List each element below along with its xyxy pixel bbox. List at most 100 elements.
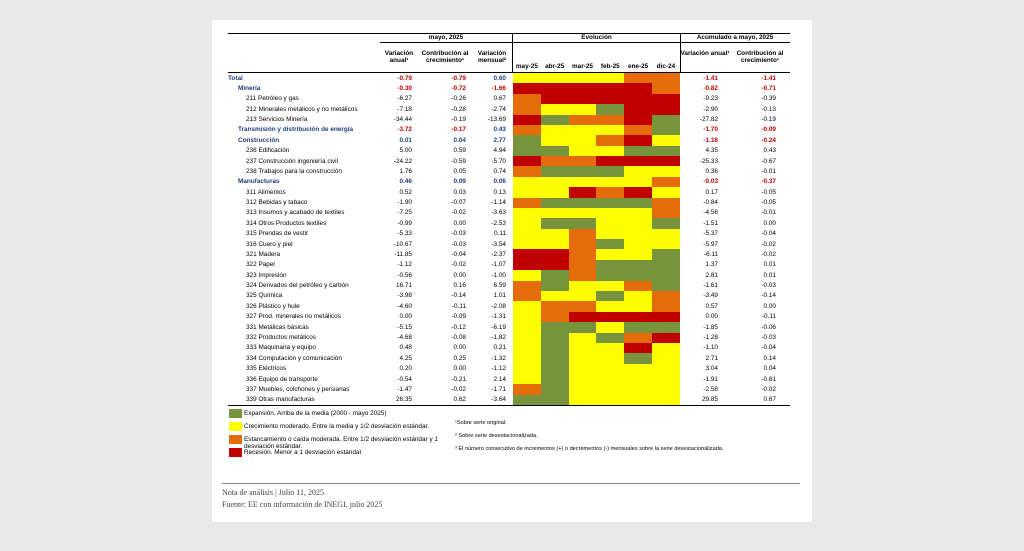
rule: [228, 33, 790, 34]
heat-cell: [568, 384, 597, 395]
cell-value: -13.69: [487, 116, 506, 124]
heat-cell: [568, 280, 597, 292]
cell-value: 0.62: [453, 396, 466, 404]
cell-value: -0.02: [451, 385, 466, 393]
heat-cell: [568, 156, 597, 167]
cell-value: 0.21: [493, 344, 506, 352]
cell-value: -3.54: [491, 240, 506, 248]
cell-value: -0.08: [451, 334, 466, 341]
cell-value: -1.91: [703, 375, 718, 383]
heat-cell: [624, 114, 652, 126]
cell-value: -34.44: [393, 116, 412, 124]
heat-cell: [568, 394, 597, 406]
heat-cell: [513, 239, 541, 250]
cell-value: -0.37: [761, 178, 776, 186]
cell-value: 26.35: [396, 396, 412, 404]
cell-value: -0.01: [761, 167, 776, 175]
cell-value: -2.58: [703, 385, 718, 393]
cell-value: -1.41: [761, 74, 776, 82]
heat-cell: [540, 176, 569, 188]
heat-cell: [568, 104, 597, 115]
cell-value: -0.59: [451, 157, 466, 165]
cell-value: -0.04: [761, 344, 776, 352]
heat-cell: [652, 342, 680, 354]
heat-cell: [568, 83, 597, 94]
cell-value: 6.59: [493, 282, 506, 290]
cell-value: -3.72: [397, 126, 412, 134]
row-label: 236 Edificación: [246, 147, 290, 155]
row-label: 323 Impresión: [246, 271, 287, 279]
heat-cell: [540, 384, 569, 395]
heat-cell: [652, 290, 680, 302]
heat-cell: [596, 187, 625, 198]
cell-value: -0.17: [451, 126, 466, 134]
heat-cell: [652, 322, 680, 333]
heat-cell: [513, 166, 541, 177]
cell-value: -0.19: [761, 116, 776, 124]
heat-cell: [568, 290, 597, 302]
heat-cell: [624, 394, 652, 406]
heat-cell: [624, 249, 652, 261]
heat-cell: [596, 394, 625, 406]
cell-value: -0.82: [703, 84, 718, 92]
cell-value: -0.03: [451, 230, 466, 238]
heat-cell: [652, 394, 680, 406]
cell-value: -0.07: [451, 199, 466, 207]
cell-value: 0.60: [493, 74, 506, 82]
heat-cell: [540, 259, 569, 271]
heat-cell: [568, 218, 597, 229]
heat-cell: [624, 342, 652, 354]
heat-cell: [513, 93, 541, 105]
heat-cell: [624, 166, 652, 177]
cell-value: 2.77: [493, 136, 506, 144]
heat-cell: [596, 301, 625, 312]
row-label: Construcción: [238, 136, 280, 144]
heat-cell: [596, 228, 625, 240]
cell-value: -5.97: [703, 240, 718, 248]
cell-value: -0.79: [397, 74, 412, 82]
cell-value: 4.25: [399, 354, 412, 362]
cell-value: -1.85: [703, 323, 718, 331]
heat-cell: [624, 218, 652, 229]
heat-cell: [652, 218, 680, 229]
heat-cell: [596, 332, 625, 344]
cell-value: 16.71: [396, 282, 412, 290]
heat-cell: [568, 207, 597, 219]
heat-cell: [540, 135, 569, 146]
cell-value: -6.19: [491, 323, 506, 331]
heat-cell: [624, 280, 652, 292]
cell-value: -0.03: [761, 282, 776, 290]
heat-cell: [513, 322, 541, 333]
heat-cell: [652, 384, 680, 395]
row-label: 337 Muebles, colchones y persianas: [246, 385, 350, 393]
cell-value: -1.18: [703, 136, 718, 144]
cell-value: 0.00: [763, 219, 776, 227]
heat-cell: [596, 73, 625, 84]
heat-cell: [513, 197, 541, 209]
heat-cell: [540, 249, 569, 261]
row-label: 316 Cuero y piel: [246, 240, 293, 248]
heat-cell: [652, 239, 680, 250]
rule: [680, 42, 790, 43]
cell-value: -24.22: [393, 157, 412, 165]
heat-cell: [652, 83, 680, 94]
heat-cell: [596, 135, 625, 146]
row-label: 324 Derivados del petróleo y carbón: [246, 282, 349, 290]
heat-cell: [624, 228, 652, 240]
cell-value: -3.64: [491, 396, 506, 404]
heat-cell: [596, 249, 625, 261]
group-header: mayo, 2025: [428, 34, 464, 41]
heat-cell: [624, 187, 652, 198]
cell-value: -25.33: [699, 157, 718, 165]
heat-cell: [568, 124, 597, 136]
cell-value: 0.59: [453, 147, 466, 155]
heat-cell: [652, 197, 680, 209]
cell-value: -10.67: [393, 240, 412, 248]
cell-value: 0.00: [763, 302, 776, 310]
heat-cell: [540, 124, 569, 136]
heat-cell: [624, 145, 652, 157]
cell-value: 0.57: [705, 302, 718, 310]
cell-value: -0.03: [703, 178, 718, 186]
cell-value: 0.00: [453, 365, 466, 373]
cell-value: -11.85: [394, 250, 412, 258]
